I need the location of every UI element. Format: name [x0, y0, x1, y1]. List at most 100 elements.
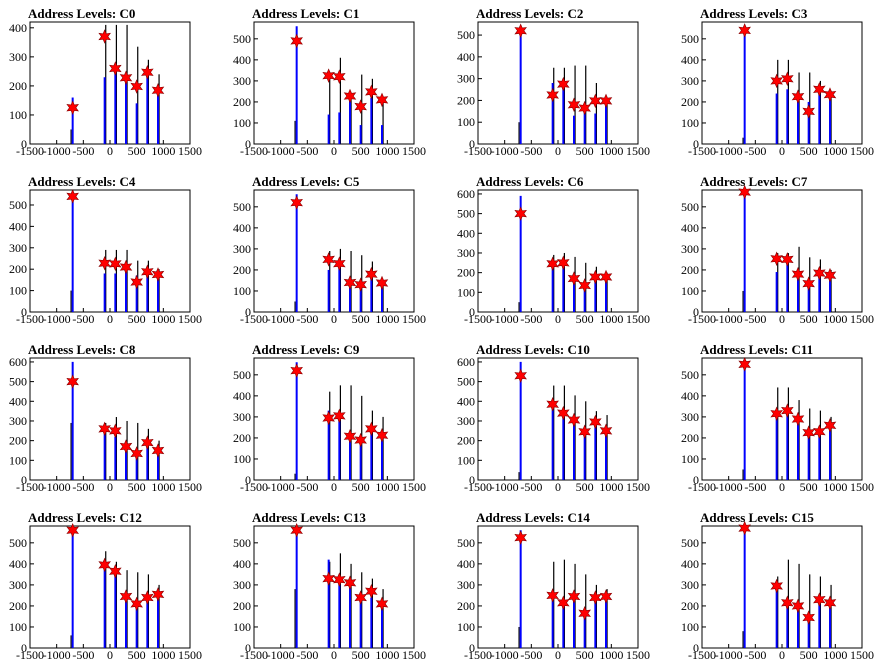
x-tick-label: 1000 [823, 144, 847, 158]
x-tick-label: 1000 [375, 480, 399, 494]
y-tick-label: 200 [233, 431, 251, 445]
y-tick-label: 200 [233, 95, 251, 109]
marker-point [375, 427, 389, 443]
chart-title: Address Levels: C4 [28, 174, 136, 189]
chart-panel-13: Address Levels: C13 0 100 200 300 400 500 -1500… [233, 510, 426, 662]
y-tick-label: 600 [9, 355, 27, 369]
y-tick-label: 300 [457, 72, 475, 86]
y-tick-label: 400 [457, 557, 475, 571]
marker-point [333, 256, 346, 271]
y-tick-label: 400 [681, 389, 699, 403]
x-tick-label: 1500 [402, 480, 426, 494]
x-tick-label: 1000 [599, 312, 623, 326]
y-tick-label: 100 [233, 116, 251, 130]
chart-title: Address Levels: C13 [252, 510, 366, 525]
marker-point [770, 73, 783, 89]
marker-point [546, 588, 559, 603]
y-tick-label: 300 [681, 410, 699, 424]
marker-point [802, 276, 815, 291]
marker-point [514, 530, 527, 545]
x-tick-label: 0 [779, 312, 785, 326]
marker-point [98, 557, 111, 573]
x-tick-label: -1000 [491, 144, 519, 158]
marker-point [365, 583, 378, 599]
y-tick-label: 500 [233, 200, 251, 214]
y-tick-label: 300 [457, 414, 475, 428]
marker-point [141, 64, 154, 80]
marker-point [599, 269, 613, 285]
marker-point [578, 278, 591, 293]
y-tick-label: 300 [233, 74, 251, 88]
marker-point [578, 606, 591, 621]
x-tick-label: -1500 [16, 648, 44, 662]
marker-point [813, 424, 826, 439]
y-tick-label: 300 [457, 578, 475, 592]
chart-panel-8: Address Levels: C8 0 100 200 300 400 500 600 -15… [9, 342, 202, 494]
x-tick-label: -500 [744, 144, 766, 158]
chart-panel-2: Address Levels: C20100200300400500-1500-… [457, 6, 650, 158]
y-tick-label: 300 [681, 242, 699, 256]
marker-point [823, 267, 837, 283]
x-tick-label: -1500 [464, 312, 492, 326]
marker-point [823, 87, 837, 102]
x-tick-label: 0 [779, 144, 785, 158]
chart-title: Address Levels: C3 [700, 6, 808, 21]
chart-title: Address Levels: C8 [28, 342, 136, 357]
x-tick-label: 1500 [178, 480, 202, 494]
y-tick-label: 0 [21, 137, 27, 151]
y-tick-label: 500 [9, 198, 27, 212]
x-tick-label: 0 [555, 480, 561, 494]
y-tick-label: 500 [681, 32, 699, 46]
y-tick-label: 100 [457, 285, 475, 299]
x-tick-label: 500 [352, 480, 370, 494]
x-tick-label: 500 [576, 480, 594, 494]
x-tick-label: -1500 [240, 312, 268, 326]
y-tick-label: 100 [457, 453, 475, 467]
x-tick-label: 500 [576, 312, 594, 326]
x-tick-label: -500 [520, 648, 542, 662]
y-tick-label: 500 [233, 32, 251, 46]
x-tick-label: 1500 [178, 648, 202, 662]
y-tick-label: 600 [457, 355, 475, 369]
marker-point [589, 414, 602, 430]
x-tick-label: 1000 [151, 480, 175, 494]
y-tick-label: 0 [469, 305, 475, 319]
y-tick-label: 100 [233, 284, 251, 298]
x-tick-label: 1500 [626, 648, 650, 662]
y-tick-label: 300 [233, 578, 251, 592]
marker-point [802, 425, 815, 440]
y-tick-label: 100 [233, 620, 251, 634]
x-tick-label: -1000 [43, 480, 71, 494]
x-tick-label: -500 [296, 312, 318, 326]
y-tick-label: 100 [9, 284, 27, 298]
marker-point [770, 251, 783, 267]
x-tick-label: 1000 [823, 648, 847, 662]
x-tick-label: 1000 [823, 312, 847, 326]
y-tick-label: 100 [9, 620, 27, 634]
x-tick-label: 500 [128, 480, 146, 494]
x-tick-label: 1500 [402, 312, 426, 326]
y-tick-label: 400 [9, 21, 27, 35]
marker-point [354, 99, 367, 114]
y-tick-label: 200 [9, 599, 27, 613]
marker-point [98, 255, 111, 271]
marker-point [546, 256, 559, 272]
marker-point [791, 266, 805, 282]
marker-point [109, 256, 122, 272]
marker-point [130, 446, 143, 461]
x-tick-label: 500 [800, 312, 818, 326]
marker-point [109, 563, 122, 579]
x-tick-label: -1500 [240, 648, 268, 662]
chart-panel-11: Address Levels: C11 0 100 200 300 400 500 -1500… [681, 342, 874, 494]
marker-point [589, 590, 602, 605]
marker-point [290, 522, 303, 538]
marker-point [557, 76, 570, 92]
x-tick-label: -1000 [267, 480, 295, 494]
chart-panel-1: Address Levels: C10100200300400500-1500-… [233, 6, 426, 158]
marker-point [514, 368, 527, 383]
marker-point [375, 596, 389, 612]
x-tick-label: -1500 [688, 480, 716, 494]
x-tick-label: -1000 [491, 480, 519, 494]
x-tick-label: 1000 [375, 648, 399, 662]
